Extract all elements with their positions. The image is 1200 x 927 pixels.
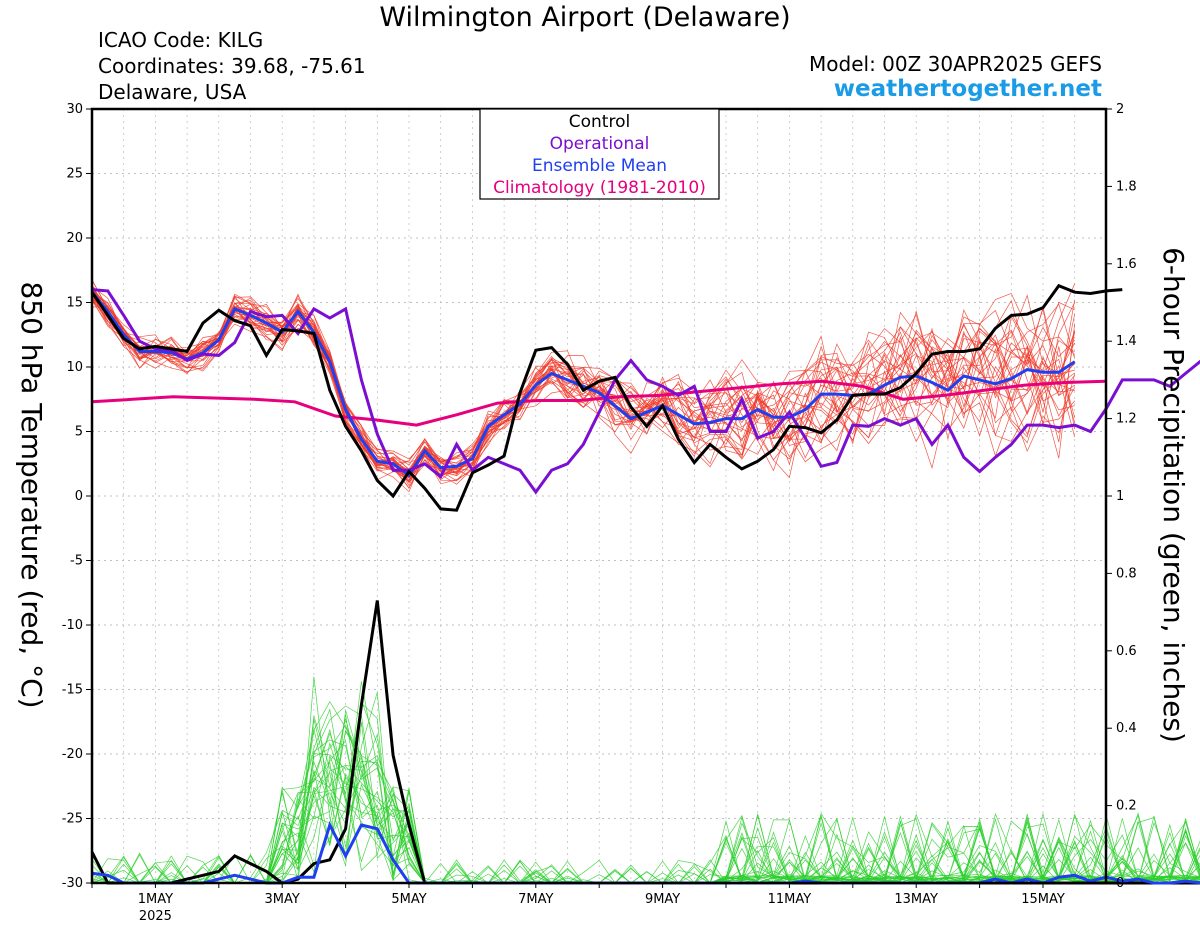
x-tick-label: 9MAY — [645, 892, 680, 907]
temp-member-line — [91, 300, 1076, 481]
precip-member-line — [92, 705, 1200, 884]
y-tick-label: 10 — [66, 360, 83, 375]
precip-member-line — [92, 715, 1200, 884]
legend-box — [479, 108, 720, 200]
y-tick-label: 20 — [66, 231, 83, 246]
temp-member-line — [91, 300, 1076, 462]
x-axis-ticks: 1MAY 2025 3MAY 5MAY 7MAY 9MAY 11MAY 13MAY 15MAY — [91, 883, 1065, 924]
temp-member-line — [91, 288, 1076, 474]
y2-axis-label: 6-hour Precipitation (green, inches) — [1157, 247, 1190, 743]
x-tick-label: 11MAY — [768, 892, 812, 907]
y-tick-label: 0 — [75, 489, 83, 504]
temp-member-line — [91, 297, 1075, 489]
y-axis-label: 850 hPa Temperature (red, °C) — [15, 281, 48, 708]
x-tick-label: 13MAY — [894, 892, 938, 907]
y-tick-label: 15 — [66, 296, 83, 311]
precip-member-line — [92, 710, 1200, 884]
y2-tick-label: 0.8 — [1116, 566, 1137, 581]
precip-member-line — [91, 708, 1200, 884]
precip-member-line — [91, 714, 1200, 884]
y-tick-label: -25 — [62, 812, 83, 827]
legend-entry: Ensemble Mean — [532, 156, 667, 176]
temp-member-line — [91, 289, 1075, 493]
temp-member-line — [91, 284, 1076, 473]
model-run: Model: 00Z 30APR2025 GEFS — [809, 52, 1102, 76]
grid — [91, 108, 1106, 884]
precip-member-line — [91, 700, 1200, 884]
precip-member-line — [91, 770, 1200, 884]
precip-member-line — [92, 730, 1200, 884]
legend-entry: Climatology (1981-2010) — [493, 178, 706, 198]
y-tick-label: 5 — [75, 425, 83, 440]
precip-member-line — [92, 758, 1200, 884]
location: Delaware, USA — [98, 80, 247, 104]
y2-tick-label: 0.2 — [1116, 799, 1137, 814]
y2-tick-label: 1 — [1116, 489, 1124, 504]
y2-tick-label: 0.4 — [1116, 721, 1137, 736]
x-tick-label: 5MAY — [391, 892, 426, 907]
y2-tick-label: 2 — [1116, 102, 1124, 117]
icao-code: ICAO Code: KILG — [98, 28, 264, 52]
coordinates: Coordinates: 39.68, -75.61 — [98, 54, 366, 78]
temp-line-climatology- — [91, 379, 1107, 427]
y-tick-label: -5 — [70, 554, 83, 569]
y2-axis-ticks: 2 1.8 1.6 1.4 1.2 1 0.8 0.6 0.4 0.2 0 — [1106, 102, 1137, 891]
site-link[interactable]: weathertogether.net — [833, 76, 1102, 102]
chart-title: Wilmington Airport (Delaware) — [379, 2, 791, 33]
legend-entry: Operational — [550, 134, 650, 154]
temp-member-line — [91, 279, 1076, 479]
temp-line-control — [90, 283, 1123, 512]
y-tick-label: -15 — [62, 683, 83, 698]
precip-member-line — [91, 739, 1200, 884]
temp-member-line — [91, 292, 1075, 465]
y2-tick-label: 1.2 — [1116, 412, 1137, 427]
legend-entry: Control — [569, 112, 630, 132]
x-tick-label: 1MAY — [138, 892, 173, 907]
temp-member-line — [91, 294, 1075, 481]
y2-tick-label: 1.4 — [1116, 334, 1137, 349]
y2-tick-label: 1.8 — [1116, 179, 1137, 194]
temp-line-operational — [91, 288, 1200, 495]
precip-member-line — [92, 702, 1200, 884]
y-tick-label: 30 — [66, 102, 83, 117]
precip-members — [91, 676, 1200, 884]
x-tick-year: 2025 — [139, 909, 172, 924]
precip-member-line — [92, 701, 1200, 884]
precip-member-line — [92, 719, 1200, 884]
y-tick-label: -30 — [62, 876, 83, 891]
precip-member-line — [91, 724, 1200, 884]
precip-member-line — [91, 739, 1200, 884]
y-tick-label: -10 — [62, 618, 83, 633]
y-tick-label: 25 — [66, 167, 83, 182]
y2-tick-label: 0 — [1116, 876, 1124, 891]
precip-member-line — [92, 773, 1200, 884]
precip-member-line — [92, 718, 1200, 884]
y2-tick-label: 0.6 — [1116, 644, 1137, 659]
y-tick-label: -20 — [62, 747, 83, 762]
precip-member-line — [92, 692, 1200, 884]
y2-tick-label: 1.6 — [1116, 257, 1137, 272]
x-tick-label: 3MAY — [265, 892, 300, 907]
plot-frame — [90, 107, 1108, 885]
temp-member-line — [91, 294, 1076, 483]
x-tick-label: 7MAY — [518, 892, 553, 907]
y-axis-ticks: 30 25 20 15 10 5 0 -5 -10 -15 -20 -25 -30 — [62, 102, 92, 891]
x-tick-label: 15MAY — [1021, 892, 1065, 907]
